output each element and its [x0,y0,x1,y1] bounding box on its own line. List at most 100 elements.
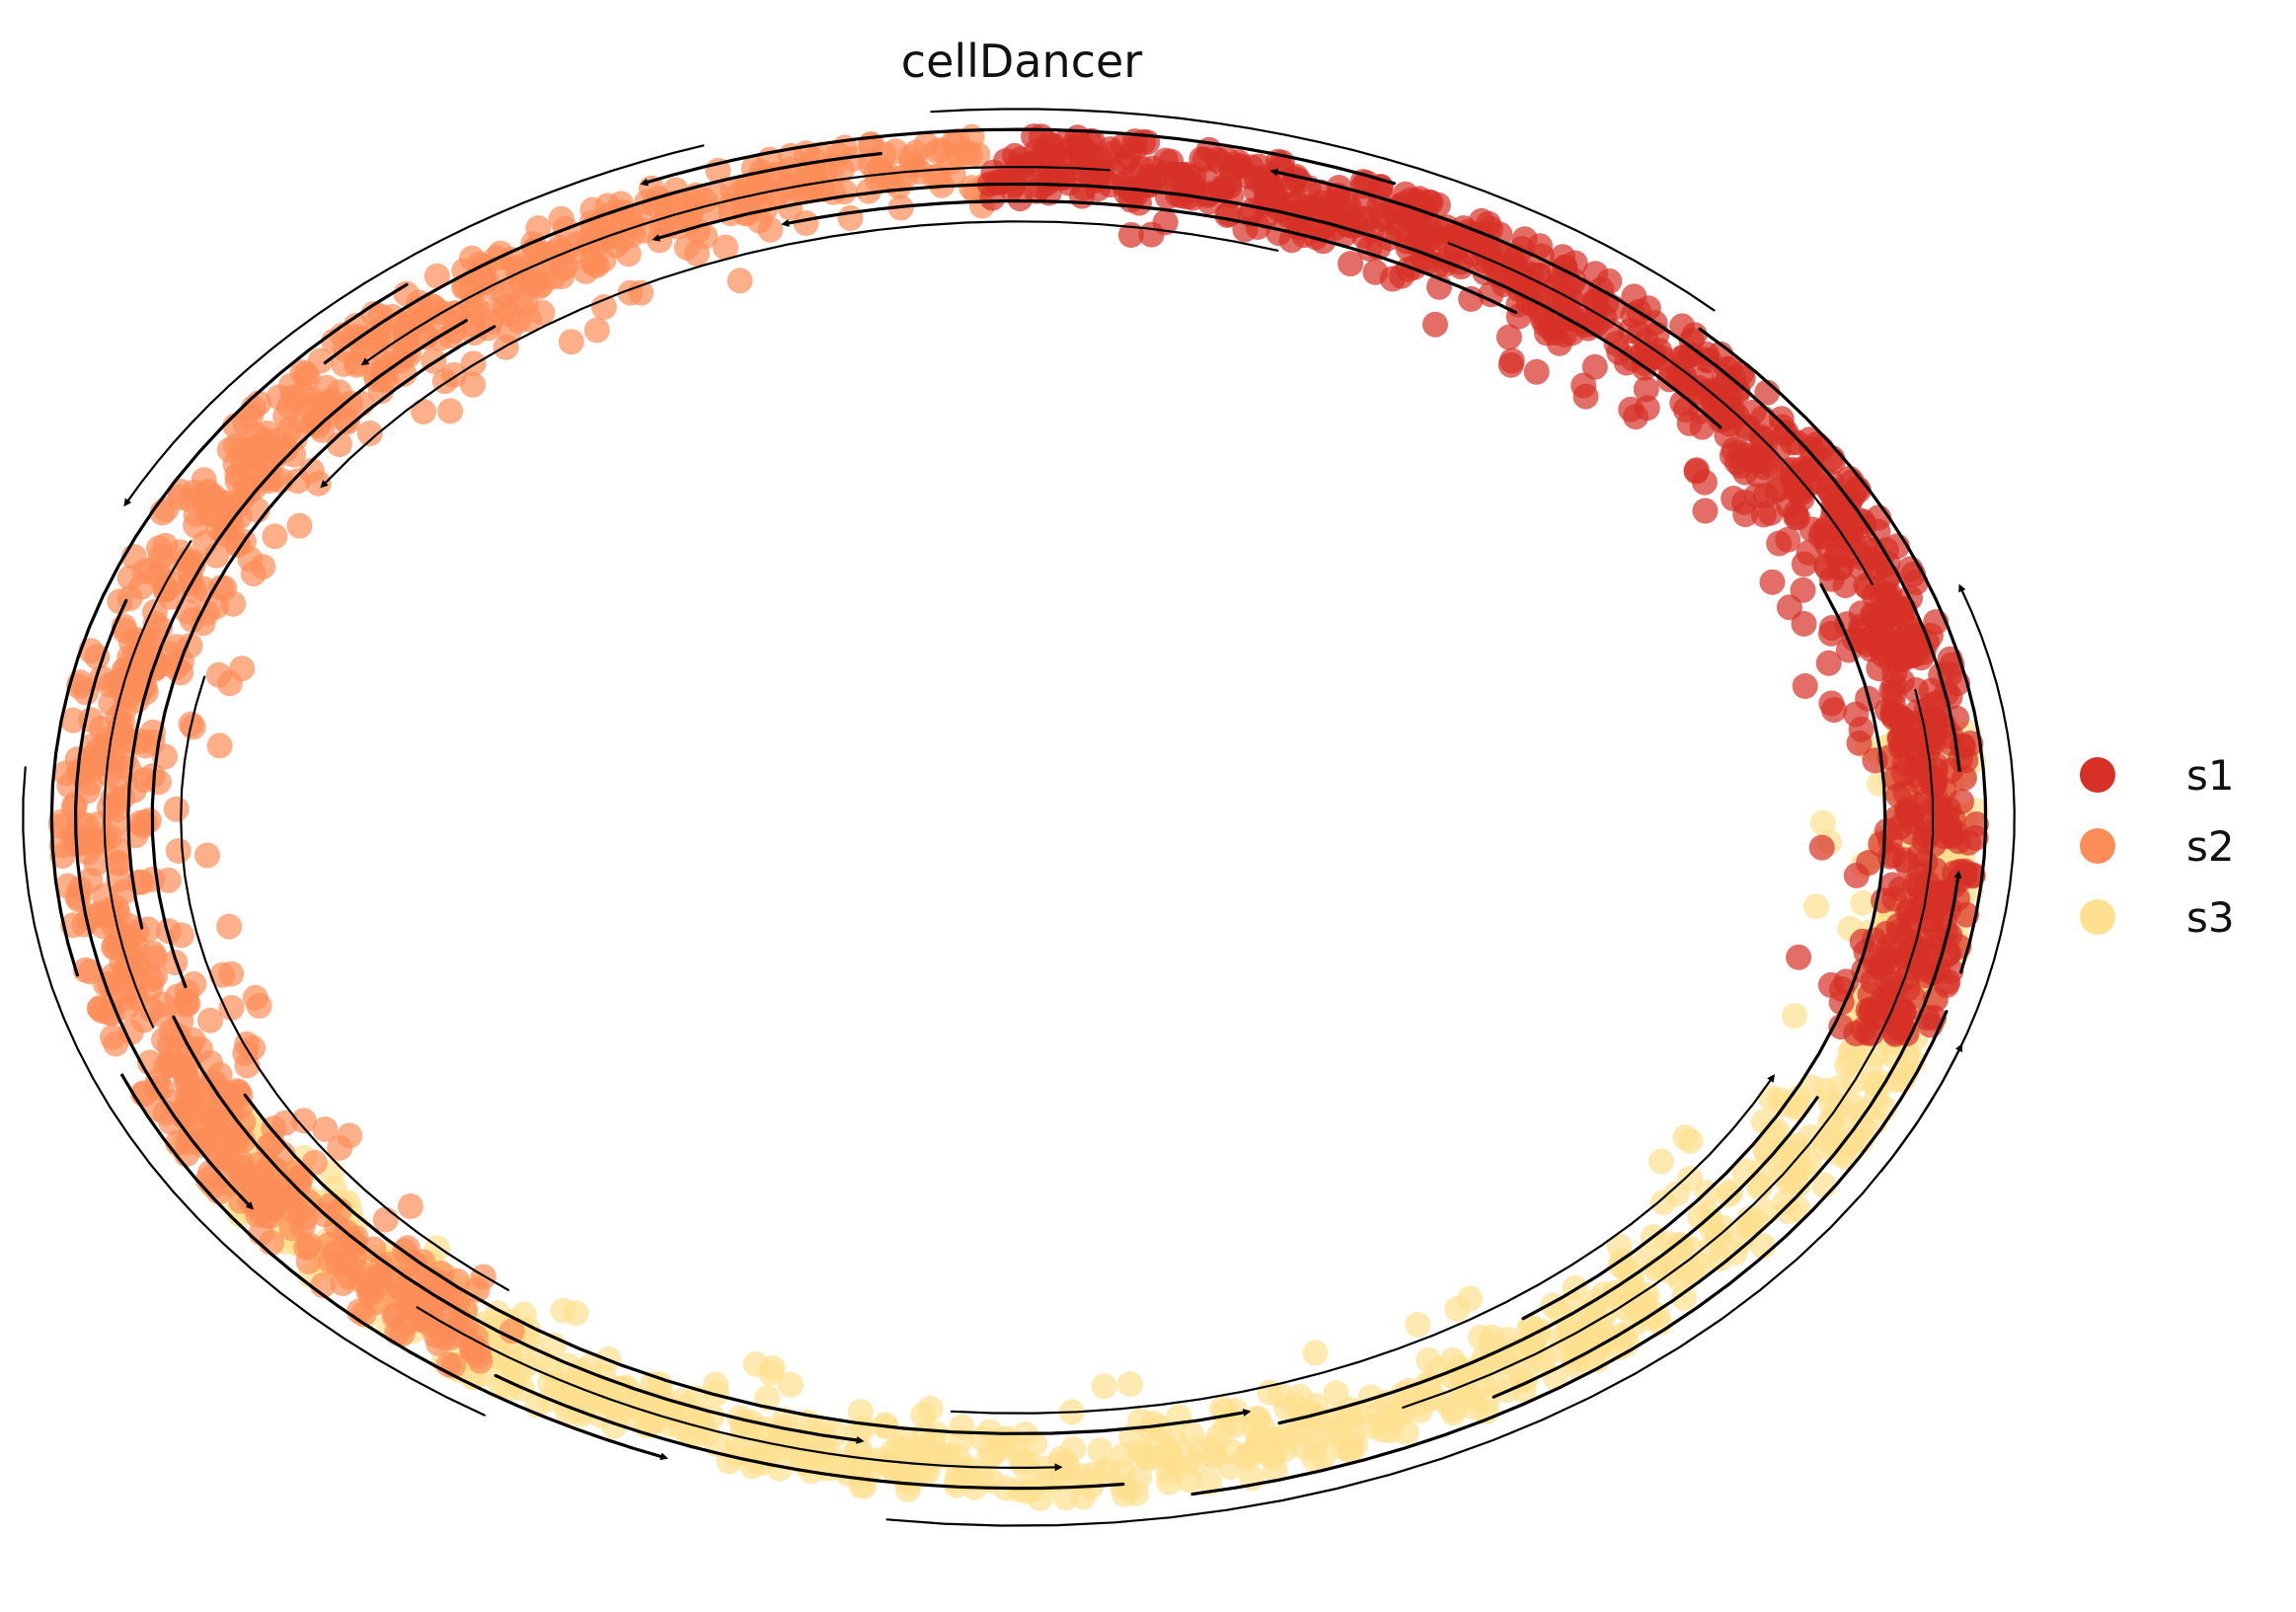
velocity-streamlines [22,108,2016,1527]
scatter-point-s3 [1716,1182,1742,1208]
scatter-point-s1 [1879,872,1906,898]
scatter-point-s1 [1618,396,1645,422]
scatter-point-s1 [1856,850,1881,876]
scatter-point-s2 [111,985,137,1012]
scatter-point-s3 [703,1371,729,1398]
scatter-point-s1 [1379,266,1406,292]
scatter-point-s3 [1444,1295,1471,1322]
scatter-point-s2 [550,255,576,281]
streamline [494,1373,1125,1491]
scatter-point-s1 [1848,716,1875,742]
scatter-points [48,123,1989,1511]
scatter-point-s2 [107,588,133,615]
scatter-point-s1 [1049,145,1075,172]
scatter-point-s2 [86,828,112,855]
scatter-point-s2 [305,470,332,497]
scatter-point-s1 [1350,222,1377,249]
streamline [123,144,705,507]
scatter-point-s1 [1848,600,1875,627]
scatter-point-s2 [856,178,881,204]
legend-marker-s1 [2080,757,2115,793]
scatter-point-s3 [1176,1446,1202,1472]
legend: s1 s2 s3 [2080,751,2235,942]
scatter-point-s2 [96,761,122,788]
scatter-point-s1 [1808,519,1835,545]
scatter-point-s1 [1732,459,1758,486]
scatter-point-s3 [1474,1387,1500,1414]
scatter-point-s1 [1743,483,1770,509]
scatter-point-s2 [264,440,290,467]
scatter-point-s2 [224,531,251,558]
scatter-point-s2 [491,280,517,307]
scatter-point-s3 [1046,1451,1073,1478]
scatter-point-s1 [1035,180,1062,206]
scatter-point-s2 [152,1100,179,1126]
scatter-point-s2 [615,241,642,268]
streamline [1698,327,1988,974]
scatter-point-s3 [1504,1356,1531,1383]
scatter-point-s3 [563,1300,589,1327]
scatter-point-s1 [1790,576,1816,603]
scatter-point-s2 [271,1110,298,1136]
scatter-point-s3 [1331,1435,1357,1462]
scatter-point-s1 [1959,862,1986,888]
scatter-point-s3 [1707,1246,1733,1272]
scatter-point-s2 [216,913,243,940]
scatter-point-s1 [1791,610,1817,637]
scatter-point-s1 [1886,727,1913,752]
scatter-point-s2 [727,268,753,294]
scatter-point-s1 [1907,859,1934,885]
scatter-point-s2 [228,1165,255,1191]
scatter-point-s1 [1874,920,1900,947]
scatter-point-s1 [1808,834,1835,861]
scatter-point-s2 [118,629,145,655]
scatter-point-s3 [847,1399,874,1425]
scatter-point-s3 [1606,1233,1633,1260]
scatter-point-s3 [766,1455,793,1482]
scatter-point-s2 [713,234,739,261]
scatter-point-s1 [1892,780,1919,806]
legend-label-s3: s3 [2186,893,2235,942]
streamline [885,1043,1963,1527]
scatter-point-s3 [1776,1198,1801,1225]
scatter-point-s1 [1447,223,1474,250]
scatter-point-s3 [933,1442,958,1469]
scatter-point-s1 [1478,281,1504,308]
scatter-point-s3 [1357,1384,1384,1411]
scatter-point-s3 [1381,1396,1408,1422]
scatter-point-s1 [1558,272,1584,298]
scatter-point-s2 [558,329,584,355]
scatter-point-s2 [218,960,245,987]
scatter-point-s1 [1495,324,1522,350]
scatter-point-s1 [1888,668,1915,694]
scatter-point-s1 [1832,573,1859,598]
scatter-point-s1 [1759,569,1786,595]
scatter-point-s3 [1155,1460,1182,1486]
scatter-point-s2 [507,266,534,292]
legend-label-s2: s2 [2186,822,2235,871]
scatter-point-s2 [197,1007,223,1034]
scatter-point-s2 [277,372,304,399]
streamline [49,282,409,977]
scatter-point-s1 [1880,705,1907,731]
scatter-point-s2 [411,399,436,424]
scatter-point-s2 [794,176,819,202]
scatter-point-s3 [1116,1477,1143,1503]
scatter-point-s1 [1921,723,1948,749]
streamline [1447,242,1874,585]
scatter-point-s2 [216,670,243,697]
scatter-point-s3 [1546,1299,1572,1326]
scatter-point-s3 [1803,893,1829,920]
scatter-point-s1 [1776,594,1802,621]
scatter-point-s1 [1394,228,1420,255]
scatter-point-s2 [401,1287,427,1313]
scatter-point-s1 [1226,153,1253,180]
scatter-point-s1 [1953,901,1979,928]
scatter-point-s3 [1799,1074,1825,1101]
scatter-point-s3 [778,1371,804,1398]
scatter-point-s1 [1692,498,1719,524]
scatter-point-s1 [1721,486,1747,511]
streamline [1269,168,1961,773]
scatter-point-s1 [1581,353,1608,380]
